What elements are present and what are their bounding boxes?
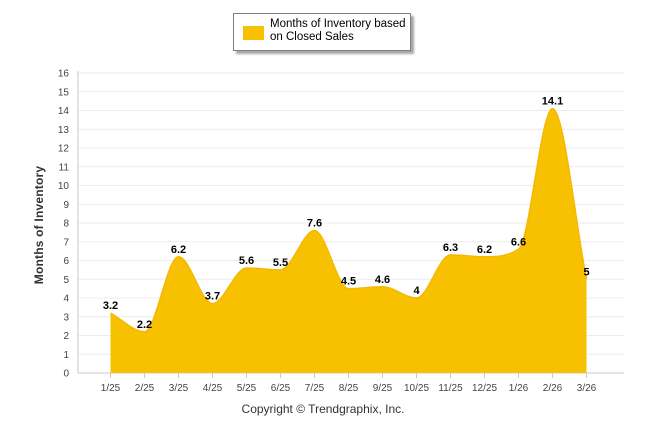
- area-series-line: [110, 107, 588, 333]
- data-label: 14.1: [542, 96, 563, 108]
- x-tick-label: 4/25: [203, 383, 223, 394]
- x-tick-label: 5/25: [237, 383, 257, 394]
- y-tick-label: 16: [58, 69, 70, 80]
- x-tick-label: 1/26: [509, 383, 529, 394]
- data-label: 7.6: [307, 218, 322, 230]
- data-label: 5.5: [273, 257, 288, 269]
- data-label: 4.6: [375, 274, 390, 286]
- data-label: 6.2: [477, 244, 492, 256]
- data-label: 6.2: [171, 244, 186, 256]
- y-tick-label: 4: [63, 294, 69, 305]
- x-tick-label: 6/25: [271, 383, 291, 394]
- y-tick-label: 0: [63, 369, 69, 380]
- y-tick-label: 13: [58, 125, 70, 136]
- y-tick-label: 3: [63, 312, 69, 323]
- x-tick-label: 8/25: [339, 383, 359, 394]
- y-tick-label: 12: [58, 144, 70, 155]
- data-label: 3.7: [205, 291, 220, 303]
- x-tick-label: 2/26: [543, 383, 563, 394]
- data-label: 4: [413, 285, 420, 297]
- data-label: 5.6: [239, 255, 254, 267]
- x-tick-label: 9/25: [373, 383, 393, 394]
- legend-swatch: [243, 26, 264, 40]
- y-tick-label: 15: [58, 87, 70, 98]
- y-tick-label: 9: [63, 200, 69, 211]
- x-tick-label: 10/25: [404, 383, 429, 394]
- y-tick-label: 10: [58, 181, 70, 192]
- data-label: 6.3: [443, 242, 458, 254]
- x-tick-label: 3/26: [577, 383, 597, 394]
- y-tick-label: 14: [58, 106, 70, 117]
- y-tick-label: 11: [59, 162, 70, 173]
- data-label: 4.5: [341, 276, 356, 288]
- x-tick-label: 1/25: [101, 383, 121, 394]
- x-tick-label: 12/25: [472, 383, 497, 394]
- data-label: 5: [583, 266, 589, 278]
- area-series: [110, 108, 587, 373]
- data-label: 2.2: [137, 319, 152, 331]
- data-label: 6.6: [511, 236, 526, 248]
- data-label: 3.2: [103, 300, 118, 312]
- y-tick-label: 6: [63, 256, 69, 267]
- y-tick-label: 2: [63, 331, 69, 342]
- legend-label: Months of Inventory based on Closed Sale…: [270, 18, 406, 43]
- x-axis-caption: Copyright © Trendgraphix, Inc.: [241, 402, 405, 416]
- x-tick-label: 11/25: [438, 383, 463, 394]
- x-tick-label: 2/25: [135, 383, 155, 394]
- y-tick-label: 1: [63, 350, 69, 361]
- y-tick-label: 8: [63, 219, 69, 230]
- x-tick-label: 3/25: [169, 383, 189, 394]
- x-tick-label: 7/25: [305, 383, 325, 394]
- y-tick-label: 5: [63, 275, 69, 286]
- legend: Months of Inventory based on Closed Sale…: [233, 13, 411, 51]
- y-tick-label: 7: [63, 237, 69, 248]
